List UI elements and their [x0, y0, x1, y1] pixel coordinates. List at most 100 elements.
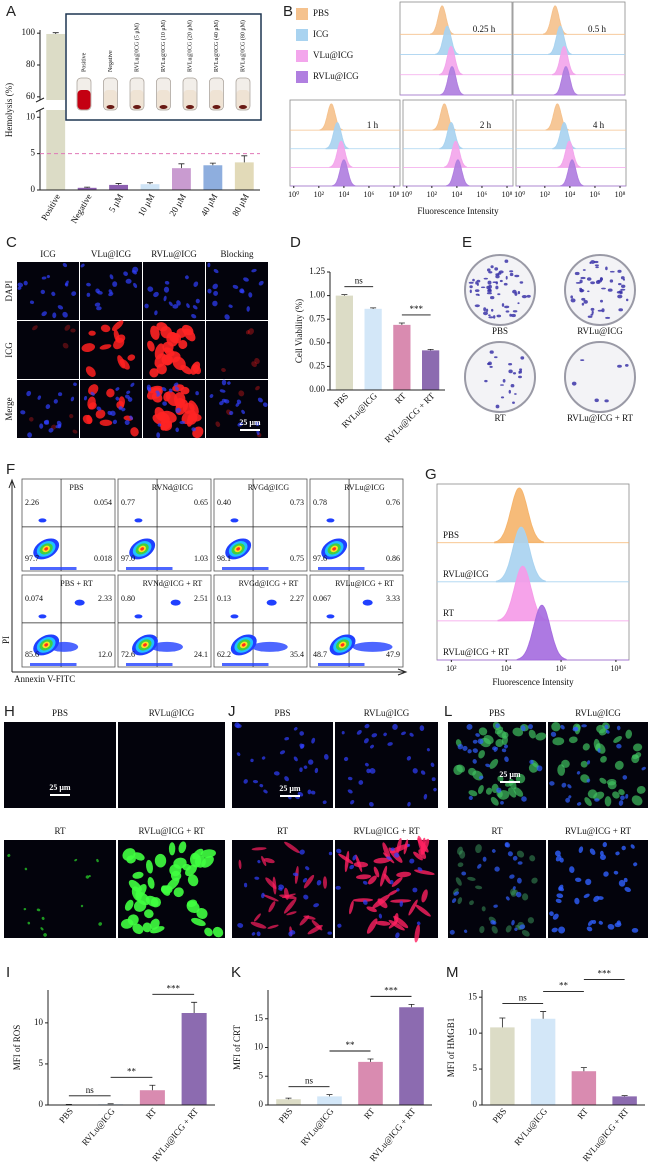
colony [604, 399, 609, 403]
cell [235, 402, 240, 407]
cell [232, 284, 239, 289]
cell [161, 885, 171, 896]
cell [475, 844, 482, 854]
plot-frame [309, 574, 404, 668]
colony [493, 315, 496, 319]
colony [607, 288, 613, 292]
colony [483, 307, 487, 312]
significance-label: ** [127, 1066, 137, 1076]
cell [86, 414, 93, 424]
cell [131, 270, 137, 275]
cell [343, 756, 349, 762]
colony [468, 281, 474, 284]
cell [347, 776, 353, 781]
error-bar [149, 1084, 156, 1091]
facet-label: 1 h [367, 120, 379, 130]
pellet [133, 105, 141, 109]
colony [490, 265, 494, 269]
cell [403, 839, 409, 855]
cell [363, 738, 369, 744]
panel-letter: A [6, 3, 16, 20]
cell [597, 748, 601, 753]
cell [261, 892, 265, 899]
cell [99, 344, 112, 350]
cell [69, 413, 74, 419]
cell [238, 859, 242, 870]
inset-label: RVLu@ICG (20 μM) [186, 20, 193, 72]
cell [95, 288, 100, 294]
colony [595, 266, 599, 269]
cell [263, 789, 268, 794]
panel-letter: H [4, 703, 15, 720]
cell [86, 282, 91, 287]
cell [44, 419, 49, 425]
quadrant-percent: 0.86 [386, 554, 400, 563]
inset-label: Negative [108, 50, 114, 72]
quadrant-percent: 0.76 [386, 498, 400, 507]
cell [219, 400, 224, 406]
micrograph [143, 262, 205, 320]
cell [457, 897, 463, 905]
histogram-peak [552, 45, 576, 76]
error-bar [84, 186, 91, 188]
colony [595, 280, 601, 284]
cell [468, 790, 478, 797]
cell [580, 760, 588, 768]
facet-label: 0.5 h [588, 24, 607, 34]
cell [95, 409, 106, 419]
cell [347, 789, 353, 794]
cell [520, 725, 526, 732]
x-tick-label: 40 μM [199, 192, 220, 218]
error-bar [341, 294, 348, 296]
cell [493, 746, 498, 752]
column-label: RVLu@ICG [151, 249, 197, 259]
bar [181, 1013, 207, 1105]
quadrant-percent: 0.13 [217, 594, 231, 603]
cell [552, 737, 565, 746]
bar [490, 1027, 515, 1105]
cell [150, 325, 160, 340]
event-cloud [266, 599, 277, 606]
cell [362, 880, 368, 885]
cell [250, 758, 254, 763]
cell [308, 759, 314, 765]
colony [509, 270, 514, 273]
axis-events [126, 663, 173, 666]
cell [392, 723, 398, 730]
cell [396, 871, 412, 878]
cell [618, 800, 624, 806]
cell [386, 856, 392, 860]
cell [186, 899, 198, 908]
cell [358, 780, 364, 785]
cell [243, 882, 248, 888]
cell [466, 723, 473, 730]
cell [311, 737, 316, 744]
x-tick-label: 10² [446, 664, 457, 673]
cell [623, 877, 628, 883]
cell [349, 864, 355, 870]
cell [576, 771, 581, 775]
cell [529, 855, 536, 862]
x-tick-label: 10⁶ [590, 190, 601, 199]
quadrant-percent: 97.7 [25, 554, 39, 563]
cell [551, 722, 561, 732]
x-tick-label: RVLu@ICG + RT [383, 390, 437, 444]
cell [390, 899, 412, 903]
colony [601, 287, 606, 290]
cell [390, 847, 395, 851]
quadrant-percent: 0.73 [290, 498, 304, 507]
cell [255, 421, 260, 427]
cell [395, 932, 400, 939]
micrograph [335, 722, 438, 808]
y-tick-label: 5 [39, 1058, 44, 1068]
x-tick-label: 10⁸ [615, 190, 626, 199]
plate-label: PBS [492, 326, 508, 336]
cell [366, 768, 371, 774]
cell [388, 919, 405, 931]
bar [399, 1007, 424, 1105]
cell [224, 314, 230, 320]
colony [512, 310, 518, 313]
histogram-peak [516, 604, 567, 661]
histogram-peak [440, 66, 464, 96]
cell [112, 281, 118, 287]
